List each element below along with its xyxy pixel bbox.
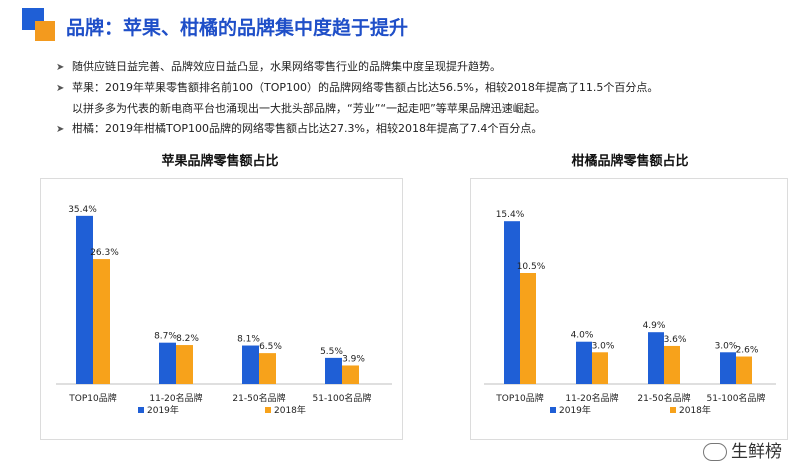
- chart-panel-apple: 35.4% 26.3% TOP10品牌 8.7% 8.2% 11-20名品牌 8.1% 6.5…: [40, 178, 403, 440]
- data-label: 35.4%: [68, 205, 97, 215]
- x-tick-label: 11-20名品牌: [565, 392, 618, 404]
- bullet-item-continued: 以拼多多为代表的新电商平台也涌现出一大批头部品牌，“芳业”“一起走吧”等苹果品牌…: [72, 102, 546, 115]
- x-tick-label: 51-100名品牌: [707, 392, 766, 404]
- bar-2018: [259, 353, 276, 384]
- bullet-list: ➤ 随供应链日益完善、品牌效应日益凸显，水果网络零售行业的品牌集中度呈现提升趋势。…: [56, 57, 658, 140]
- legend-label: 2018年: [274, 404, 306, 416]
- data-label: 3.9%: [342, 354, 365, 364]
- bar-2019: [159, 342, 176, 384]
- x-tick-label: TOP10品牌: [495, 392, 543, 404]
- legend-label: 2019年: [147, 404, 179, 416]
- bar-2018: [520, 273, 536, 384]
- legend-swatch: [138, 407, 144, 413]
- legend-swatch: [265, 407, 271, 413]
- data-label: 8.7%: [154, 332, 177, 342]
- bar-2019: [325, 357, 342, 384]
- logo-square-orange: [35, 21, 55, 41]
- x-tick-label: 51-100名品牌: [313, 392, 372, 404]
- bar-2018: [664, 345, 680, 384]
- bar-2019: [720, 352, 736, 384]
- bar-2019: [504, 221, 520, 384]
- data-label: 4.9%: [643, 321, 666, 331]
- arrow-bullet-icon: ➤: [56, 83, 65, 94]
- bullet-item: ➤ 随供应链日益完善、品牌效应日益凸显，水果网络零售行业的品牌集中度呈现提升趋势。: [56, 57, 658, 78]
- data-label: 2.6%: [736, 346, 759, 356]
- data-label: 15.4%: [496, 210, 525, 220]
- data-label: 6.5%: [259, 342, 282, 352]
- data-label: 26.3%: [90, 248, 119, 258]
- bar-2018: [176, 345, 193, 384]
- x-tick-label: 21-50名品牌: [637, 392, 690, 404]
- data-label: 8.1%: [237, 335, 260, 345]
- data-label: 3.0%: [715, 341, 738, 351]
- data-label: 3.6%: [664, 335, 687, 345]
- bullet-item: ➤ 苹果：2019年苹果零售额排名前100（TOP100）的品牌网络零售额占比达5…: [56, 78, 658, 99]
- legend-label: 2018年: [679, 404, 711, 416]
- bar-2019: [76, 215, 93, 384]
- legend-swatch: [550, 407, 556, 413]
- chart-title-citrus: 柑橘品牌零售额占比: [571, 154, 689, 169]
- arrow-bullet-icon: ➤: [56, 62, 65, 73]
- x-tick-label: 21-50名品牌: [232, 392, 285, 404]
- arrow-bullet-icon: ➤: [56, 124, 65, 135]
- bar-chart-apple: 35.4% 26.3% TOP10品牌 8.7% 8.2% 11-20名品牌 8.1%6.5…: [56, 205, 392, 416]
- page-title: 品牌：苹果、柑橘的品牌集中度趋于提升: [66, 17, 409, 39]
- bullet-item: ➤ 柑橘：2019年柑橘TOP100品牌的网络零售额占比达27.3%，相较2018…: [56, 119, 658, 140]
- data-label: 4.0%: [571, 331, 594, 341]
- bar-2019: [242, 345, 259, 384]
- bar-2018: [342, 365, 359, 384]
- data-label: 10.5%: [517, 262, 546, 272]
- bar-chart-citrus: 15.4%10.5%TOP10品牌4.0%3.0%11-20名品牌4.9%3.6…: [484, 210, 776, 416]
- watermark: 生鲜榜: [703, 437, 782, 462]
- legend-label: 2019年: [559, 404, 591, 416]
- x-tick-label: TOP10品牌: [68, 392, 116, 404]
- data-label: 3.0%: [592, 341, 615, 351]
- chart-panel-citrus: 15.4% 10.5% TOP10品牌 4.0% 3.0% 11-20名品牌 4.9% 3.6…: [470, 178, 788, 440]
- data-label: 8.2%: [176, 334, 199, 344]
- data-label: 5.5%: [320, 347, 343, 357]
- bar-2018: [736, 356, 752, 384]
- bar-2019: [576, 341, 592, 384]
- bar-2018: [93, 259, 110, 384]
- legend-swatch: [670, 407, 676, 413]
- chart-title-apple: 苹果品牌零售额占比: [161, 154, 279, 169]
- bar-2018: [592, 352, 608, 384]
- bar-2019: [648, 332, 664, 384]
- wechat-icon: [703, 443, 727, 461]
- x-tick-label: 11-20名品牌: [149, 392, 202, 404]
